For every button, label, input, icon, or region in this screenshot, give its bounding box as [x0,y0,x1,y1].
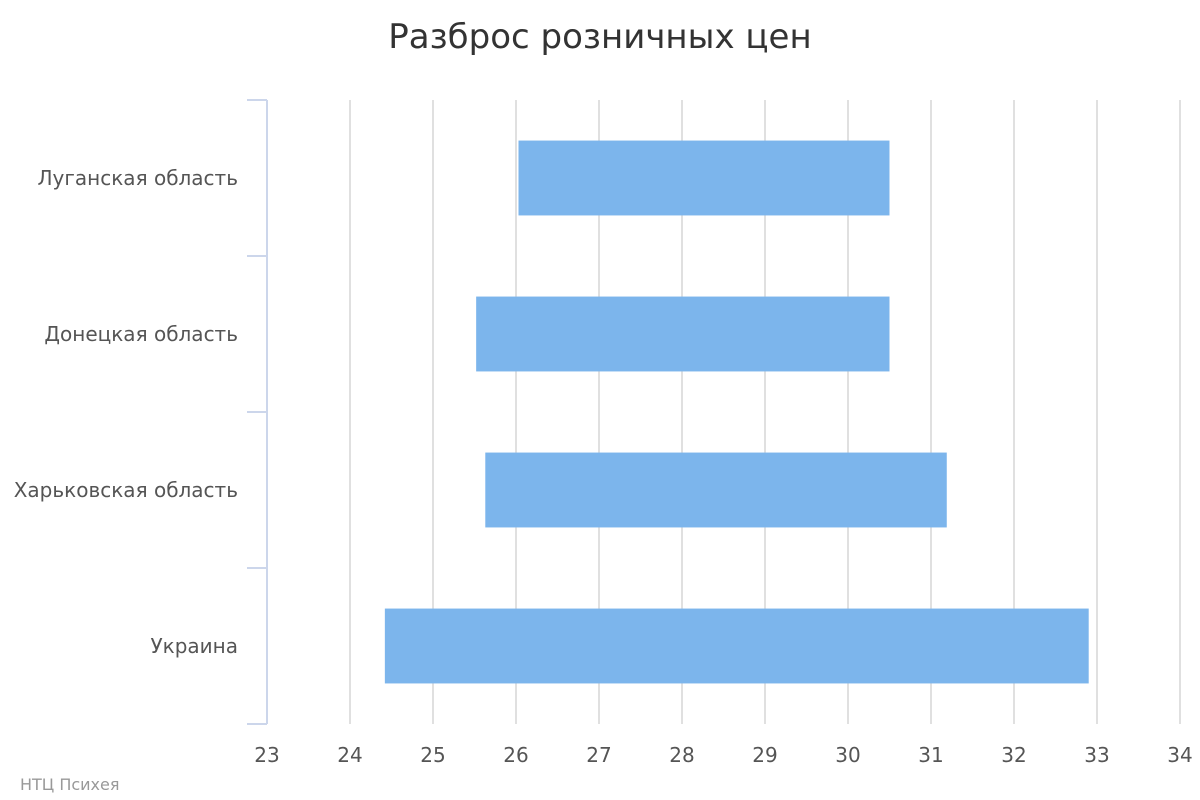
x-tick-label: 25 [420,743,445,767]
x-tick-label: 27 [586,743,611,767]
x-tick-label: 30 [835,743,860,767]
bars [384,140,1089,684]
bar[interactable] [384,608,1089,684]
category-label: Луганская область [38,166,238,190]
bar[interactable] [518,140,890,216]
x-tick-label: 32 [1001,743,1026,767]
x-tick-label: 33 [1084,743,1109,767]
x-tick-label: 29 [752,743,777,767]
category-axis [247,99,268,725]
x-tick-label: 31 [918,743,943,767]
category-label: Харьковская область [14,478,238,502]
x-tick-label: 34 [1167,743,1192,767]
bar[interactable] [476,296,890,372]
category-labels: Луганская область Донецкая область Харьков… [14,166,238,658]
category-label: Донецкая область [44,322,238,346]
chart-title: Разброс розничных цен [388,17,811,57]
bar[interactable] [485,452,947,528]
x-tick-label: 26 [503,743,528,767]
x-tick-label: 24 [337,743,362,767]
x-tick-label: 23 [254,743,279,767]
tick-labels: 23 24 25 26 27 28 29 30 31 32 33 34 [254,743,1192,767]
category-label: Украина [150,634,238,658]
credits-label[interactable]: НТЦ Психея [20,775,119,794]
x-tick-label: 28 [669,743,694,767]
